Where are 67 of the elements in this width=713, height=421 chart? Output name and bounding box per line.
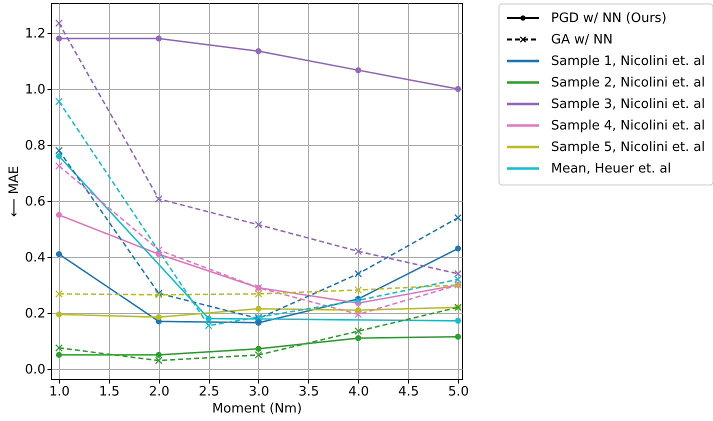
point xyxy=(55,19,63,27)
y-tick-label: 0.4 xyxy=(24,250,46,266)
x-tick-label: 5.0 xyxy=(448,384,469,400)
point xyxy=(156,36,162,42)
point xyxy=(454,214,462,222)
point xyxy=(55,290,63,298)
y-axis-title: ⟵ MAE xyxy=(6,166,22,218)
point xyxy=(56,311,62,318)
point xyxy=(204,322,212,330)
point xyxy=(154,356,162,364)
x-tick-label: 1.0 xyxy=(49,384,70,400)
text: GA w/ NN xyxy=(551,32,613,48)
point xyxy=(454,270,462,278)
legend-label: Sample 1, Nicolini et. al xyxy=(551,54,705,69)
point xyxy=(354,327,362,335)
x-tick-label: 3.0 xyxy=(248,384,270,400)
point xyxy=(355,67,362,74)
point xyxy=(254,220,262,228)
point xyxy=(156,314,162,320)
y-tick-label: 0.6 xyxy=(24,194,46,210)
point xyxy=(354,310,362,318)
point xyxy=(56,352,62,358)
point xyxy=(254,290,262,298)
text: PGD w/ NN (Ours) xyxy=(551,11,667,26)
point xyxy=(455,334,462,340)
point xyxy=(255,306,262,312)
x-axis-title: Moment (Nm) xyxy=(212,402,302,416)
y-tick-label: 0.8 xyxy=(24,138,46,154)
point xyxy=(454,276,462,284)
point xyxy=(56,251,62,258)
point xyxy=(355,335,362,342)
x-tick-label: 2.5 xyxy=(198,384,220,400)
legend-label: Sample 3, Nicolini et. al xyxy=(551,97,705,112)
y-tick-label: 1.0 xyxy=(24,82,46,98)
point xyxy=(254,351,262,359)
legend-label: Sample 2, Nicolini et. al xyxy=(551,76,705,90)
point xyxy=(206,316,212,322)
point xyxy=(154,246,162,254)
point xyxy=(56,36,62,42)
point xyxy=(255,346,262,352)
point xyxy=(55,98,63,106)
point xyxy=(455,86,462,92)
point xyxy=(56,153,62,160)
point xyxy=(354,248,362,256)
point xyxy=(55,344,63,352)
legend-label: Sample 4, Nicolini et. al xyxy=(551,118,705,134)
x-tick-label: 4.5 xyxy=(398,384,419,400)
y-tick-label: 0.0 xyxy=(24,362,46,378)
x-tick-label: 2.0 xyxy=(148,384,170,400)
x-tick-label: 1.5 xyxy=(99,384,120,400)
point xyxy=(56,212,62,218)
point xyxy=(455,246,462,252)
point xyxy=(354,296,362,304)
y-tick-label: 1.2 xyxy=(24,26,46,42)
x-tick-label: 3.5 xyxy=(298,384,320,400)
point xyxy=(55,146,63,154)
y-tick-label: 0.2 xyxy=(24,306,46,322)
point xyxy=(156,352,162,358)
legend-label: Mean, Heuer et. al xyxy=(551,162,672,176)
legend-label: Sample 5, Nicolini et. al xyxy=(551,140,705,155)
point xyxy=(354,270,362,278)
x-tick-label: 4.0 xyxy=(348,384,370,400)
point xyxy=(55,162,63,170)
point xyxy=(354,286,362,294)
point xyxy=(154,195,162,203)
point xyxy=(455,318,462,324)
point xyxy=(255,48,262,54)
